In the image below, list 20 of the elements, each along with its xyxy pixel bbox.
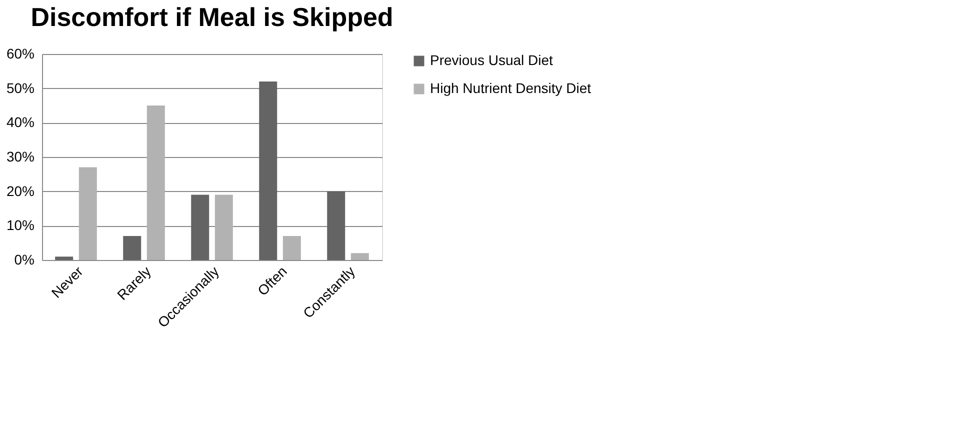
- bar: [282, 236, 301, 260]
- y-tick-label: 10%: [6, 217, 34, 234]
- y-tick-label: 0%: [14, 252, 34, 268]
- bar: [327, 191, 346, 260]
- bar: [350, 253, 369, 260]
- y-tick-label: 20%: [6, 182, 34, 199]
- chart-title: Discomfort if Meal is Skipped: [30, 2, 394, 32]
- y-tick-label: 30%: [6, 148, 34, 164]
- y-tick-label: 60%: [6, 46, 34, 62]
- bar: [78, 167, 97, 260]
- bar: [123, 236, 142, 260]
- bar: [191, 194, 210, 260]
- bar: [146, 106, 165, 260]
- y-tick-label: 50%: [6, 80, 34, 96]
- legend-label: High Nutrient Density Diet: [430, 80, 592, 96]
- bar: [214, 194, 233, 260]
- bar: [55, 256, 74, 260]
- legend-label: Previous Usual Diet: [430, 52, 554, 68]
- bar: [259, 81, 278, 260]
- y-tick-label: 40%: [6, 114, 34, 130]
